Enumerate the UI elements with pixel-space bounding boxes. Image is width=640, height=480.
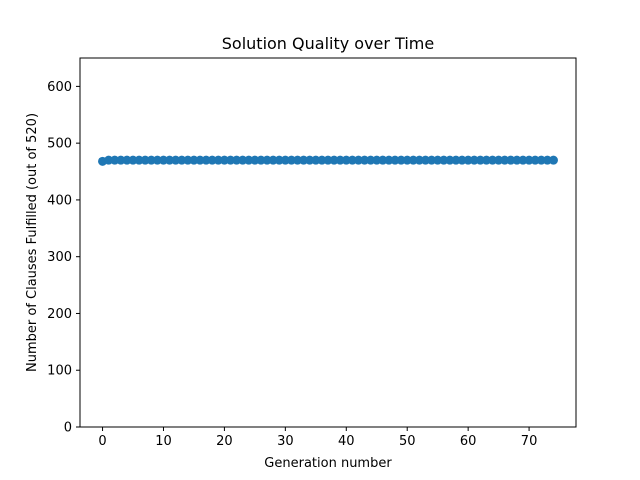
data-points (98, 155, 558, 166)
x-axis-label: Generation number (264, 456, 392, 471)
y-tick-label: 500 (47, 137, 72, 152)
chart-title: Solution Quality over Time (222, 34, 434, 53)
y-axis: 0 100 200 300 400 500 600 (47, 80, 80, 436)
data-point (548, 155, 558, 165)
x-tick-label: 30 (277, 434, 294, 449)
x-tick-label: 20 (216, 434, 233, 449)
x-tick-label: 60 (460, 434, 477, 449)
x-tick-label: 0 (98, 434, 106, 449)
x-tick-label: 70 (521, 434, 538, 449)
y-tick-label: 400 (47, 193, 72, 208)
plot-frame (79, 57, 577, 428)
y-tick-label: 300 (47, 250, 72, 265)
x-axis: 0 10 20 30 40 50 60 70 (98, 427, 537, 449)
x-tick-label: 10 (155, 434, 172, 449)
x-tick-label: 50 (399, 434, 416, 449)
y-tick-label: 0 (64, 421, 72, 436)
y-axis-label: Number of Clauses Fulfilled (out of 520) (25, 113, 40, 372)
y-tick-label: 100 (47, 364, 72, 379)
x-tick-label: 40 (338, 434, 355, 449)
y-tick-label: 600 (47, 80, 72, 95)
y-tick-label: 200 (47, 307, 72, 322)
